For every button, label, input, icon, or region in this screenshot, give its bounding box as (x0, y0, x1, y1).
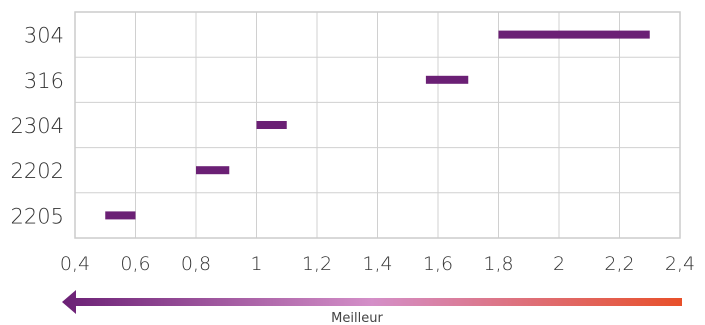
x-tick-label: 2,2 (604, 253, 634, 275)
x-tick-label: 1,6 (423, 253, 453, 275)
x-tick-label: 2 (553, 253, 565, 275)
arrow-left-icon (62, 290, 682, 314)
x-tick-label: 0,4 (60, 253, 90, 275)
arrow-label: Meilleur (331, 311, 383, 325)
y-tick-label: 316 (24, 69, 64, 93)
y-tick-label: 2205 (11, 204, 64, 228)
x-tick-label: 2,4 (665, 253, 695, 275)
x-tick-label: 0,6 (120, 253, 150, 275)
grid-lines (74, 12, 681, 238)
y-tick-label: 304 (24, 24, 64, 48)
bars-group (105, 30, 650, 220)
range-bar-2202 (196, 166, 230, 175)
range-bar-2205 (105, 211, 136, 220)
x-tick-label: 1 (250, 253, 262, 275)
x-tick-label: 0,8 (181, 253, 211, 275)
range-bar-304 (498, 30, 650, 39)
plot-frame (74, 11, 681, 239)
range-bar-2304 (256, 121, 287, 129)
x-tick-label: 1,4 (362, 253, 392, 275)
x-tick-label: 1,8 (483, 253, 513, 275)
x-tick-labels: 0,4 0,6 0,8 1 1,2 1,4 1,6 1,8 2 2,2 2,4 (60, 253, 695, 275)
range-bar-316 (425, 75, 469, 84)
better-arrow: Meilleur (62, 290, 682, 325)
y-tick-label: 2304 (11, 114, 64, 138)
y-tick-label: 2202 (11, 159, 64, 183)
y-tick-labels: 304 316 2304 2202 2205 (11, 24, 64, 229)
x-tick-label: 1,2 (302, 253, 332, 275)
